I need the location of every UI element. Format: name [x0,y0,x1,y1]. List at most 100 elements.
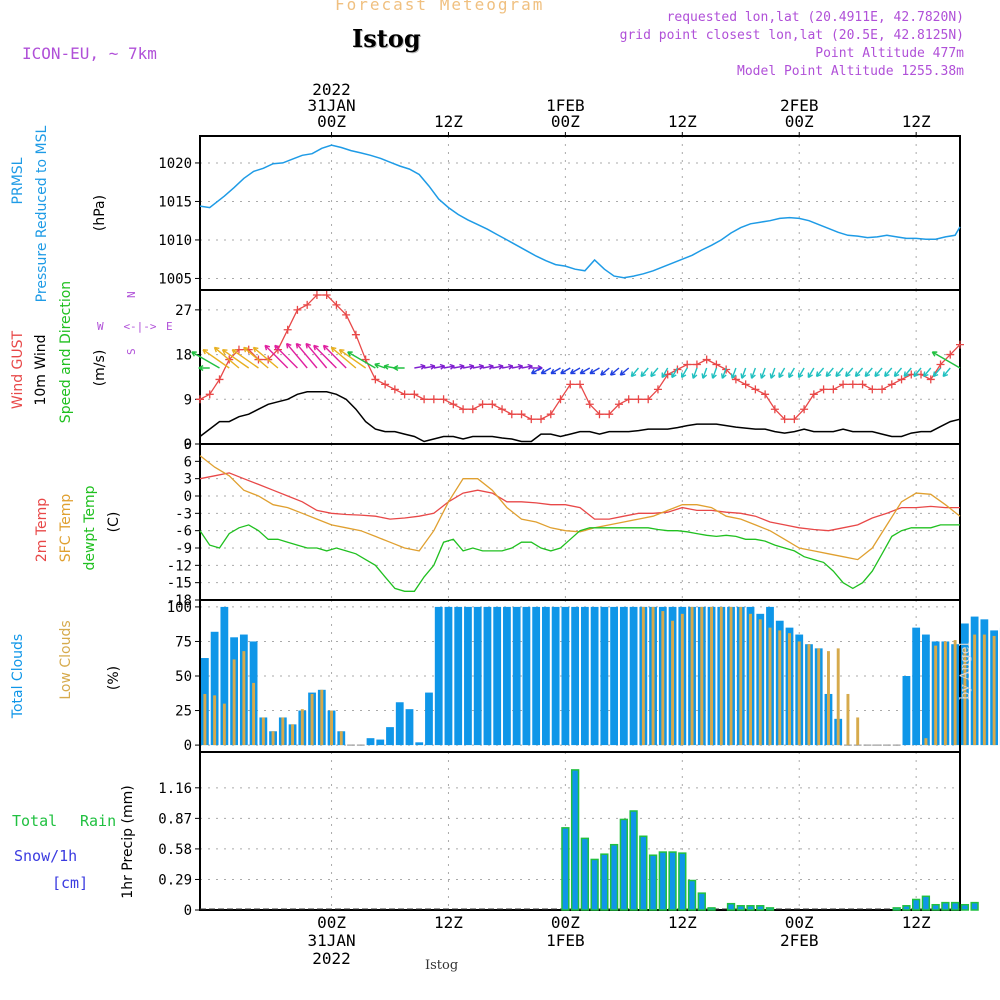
wind-direction-arrow [393,364,405,372]
wind-direction-arrow [252,346,279,369]
precip-total-label: Total [12,812,57,830]
wind-direction-arrow [845,367,854,378]
gust-marker [449,400,458,409]
y-tick-label: 0 [184,489,192,505]
wind-direction-arrow [347,351,376,369]
wind-direction-arrow [691,367,698,379]
precip-bar [765,907,775,911]
gust-marker [390,385,399,394]
bottom-time-label: 12Z [434,913,463,932]
gust-marker [556,395,565,404]
low-cloud-bar [330,710,333,746]
wind-direction-arrow [338,348,367,369]
wind-direction-arrow [521,363,533,370]
y-tick-label: 9 [184,437,192,453]
precip-unit-cm-label: [cm] [52,874,88,892]
temp-unit-label: (C) [106,512,122,533]
wind-direction-arrow [202,348,230,369]
gust-marker [673,365,682,374]
station-title: Istog [352,24,421,53]
wind-direction-arrow [231,348,259,369]
gust-marker [653,385,662,394]
gust-marker [829,385,838,394]
y-tick-label: 1.16 [158,781,192,797]
precip-bar [580,837,590,911]
bottom-time-label: 2022 [312,949,351,968]
wind-direction-arrow [501,363,514,370]
low-cloud-bar [680,613,684,746]
total-cloud-bar [532,606,541,746]
wind-direction-arrow [740,367,747,379]
wind-direction-arrow [701,367,708,379]
gust-marker [897,375,906,384]
panel-frame [199,751,961,911]
gust-marker [196,395,204,404]
low-cloud-bar [846,693,850,746]
top-time-label: 31JAN [307,96,355,115]
bottom-time-label: 2FEB [780,931,819,950]
precip-bar [648,854,658,911]
gust-marker [712,360,721,369]
top-time-label: 12Z [434,112,463,131]
wind-direction-arrow [903,367,912,378]
total-cloud-bar [561,606,570,746]
bottom-station: Istog [425,958,459,973]
low-cloud-bar [252,682,256,746]
precip-bar [658,851,667,911]
precip-bar [756,905,765,911]
wind-direction-arrow [550,367,561,375]
gust-marker [215,375,224,384]
bottom-time-label: 00Z [551,913,580,932]
pressure-ylabel-short: PRMSL [10,157,26,204]
wind-direction-arrow [609,367,620,376]
y-tick-label: 1005 [158,271,192,287]
wind-direction-arrow [213,346,240,369]
low-cloud-bar [232,659,236,746]
gust-marker [770,405,779,414]
panel-frame [199,443,961,601]
wind-direction-arrow [778,367,786,379]
gust-marker [692,360,701,369]
wind-direction-arrow [893,367,903,378]
low-cloud-bar [788,633,791,746]
wind-direction-arrow [560,367,571,375]
point-altitude: Point Altitude 477m [815,46,964,61]
low-cloud-bar [281,717,285,746]
wind-direction-arrow [221,348,250,369]
wind-direction-arrow [825,367,834,378]
low-cloud-bar [700,606,704,746]
wind-direction-arrow [923,367,932,378]
wind-direction-arrow [630,367,639,378]
gust-marker [926,375,935,384]
wind-direction-arrow [472,363,485,370]
y-tick-label: -12 [167,558,192,574]
wind-direction-arrow [589,367,600,375]
wind-direction-arrow [711,367,718,379]
precip-bar [902,905,911,911]
wind-direction-arrow [295,342,318,369]
total-cloud-bar [405,709,414,746]
temp-2m-line [199,472,960,532]
low-cloud-bar [222,703,226,746]
gust-marker [683,360,692,369]
gust-marker [468,405,477,414]
low-cloud-bar [641,606,645,746]
gust-marker [566,380,575,389]
wind-direction-arrow [274,344,298,369]
total-cloud-bar [542,606,550,746]
wind-direction-arrow [942,367,951,378]
wind-direction-arrow [640,367,649,378]
low-cloud-bar [953,640,957,746]
gust-marker [605,410,614,419]
total-cloud-bar [580,606,589,746]
y-tick-label: 18 [175,348,192,364]
low-cloud-bar [982,634,986,746]
precip-bar [590,858,599,911]
gust-marker [351,330,360,339]
wind-direction-arrow [874,367,883,378]
temp-2m-ylabel: 2m Temp [34,498,50,562]
low-cloud-bar [729,606,733,746]
gust-marker [429,395,438,404]
total-clouds-ylabel: Total Clouds [10,634,26,719]
